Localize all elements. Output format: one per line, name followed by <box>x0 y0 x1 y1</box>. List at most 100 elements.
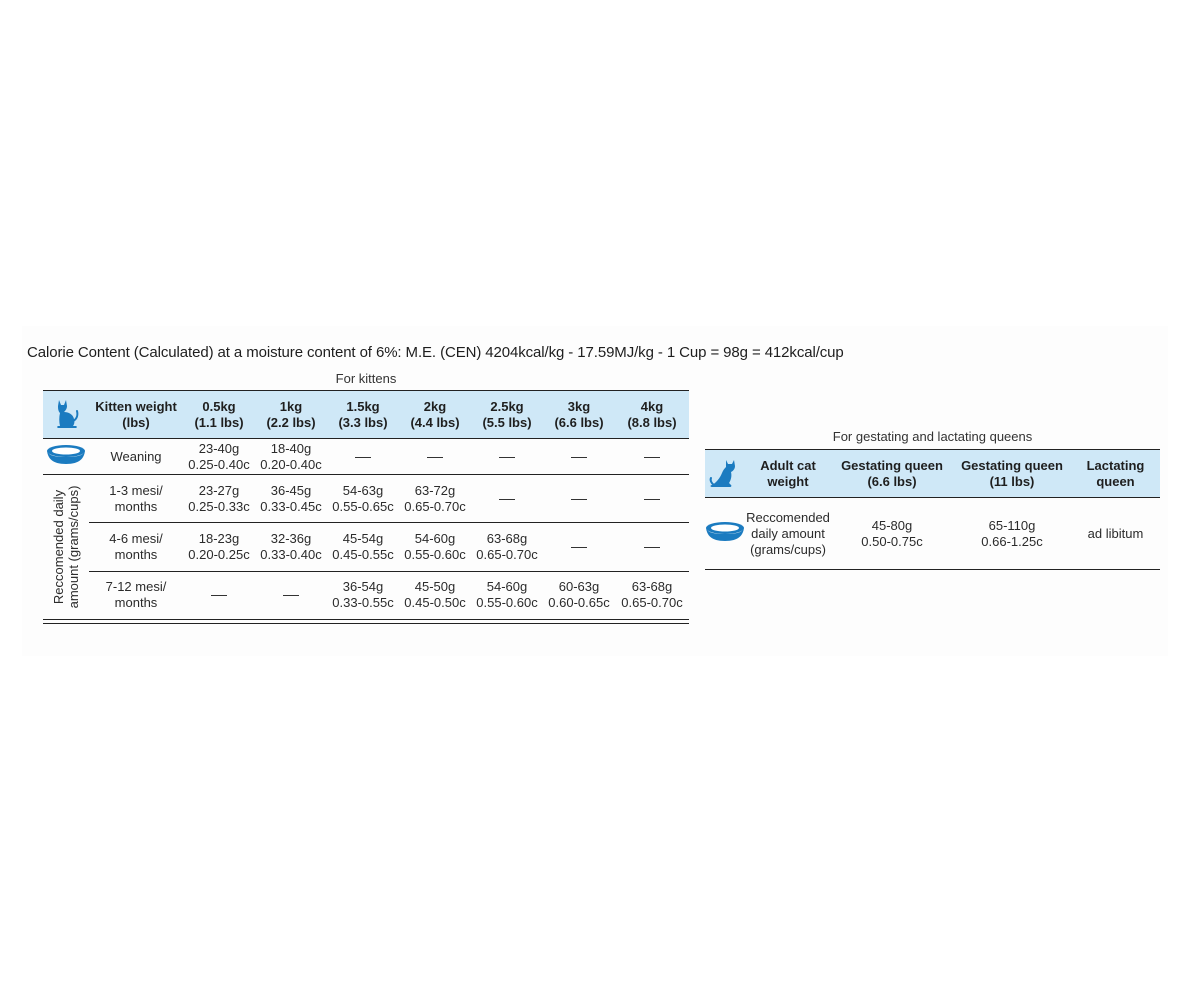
amount-cell <box>615 522 689 572</box>
row-label-line: months <box>114 546 158 562</box>
amount-cell <box>615 438 689 475</box>
empty-dash <box>283 595 299 597</box>
amount-grams: 63-68g <box>486 530 528 546</box>
amount-grams: 45-50g <box>414 579 456 595</box>
amount-cell: 36-45g 0.33-0.45c <box>255 474 327 524</box>
amount-cell: 63-68g 0.65-0.70c <box>471 522 543 572</box>
queens-amount-row: Reccomended daily amount (grams/cups) 45… <box>705 497 1160 570</box>
empty-dash <box>644 456 660 458</box>
kitten-feeding-table: Kitten weight (lbs) 0.5kg (1.1 lbs) 1kg (2.… <box>43 390 689 621</box>
empty-dash <box>499 456 515 458</box>
amount-grams: 36-45g <box>270 482 312 498</box>
amount-cell: 45-54g 0.45-0.55c <box>327 522 399 572</box>
weight-lbs: (1.1 lbs) <box>194 414 244 430</box>
amount-grams: 63-68g <box>631 579 673 595</box>
amount-grams: 63-72g <box>414 482 456 498</box>
amount-grams: 32-36g <box>270 530 312 546</box>
gestating-small-header: Gestating queen (6.6 lbs) <box>831 449 953 498</box>
cat-icon <box>53 397 79 433</box>
empty-dash <box>355 456 371 458</box>
amount-cell: 54-60g 0.55-0.60c <box>471 571 543 621</box>
weight-kg: 0.5kg <box>202 398 236 414</box>
row-label-line: Weaning <box>110 448 162 464</box>
kitten-table-bottom-rule <box>43 623 689 624</box>
amount-grams: 54-60g <box>414 530 456 546</box>
row-label: 1-3 mesi/months <box>89 474 183 524</box>
amount-cell: 18-23g 0.20-0.25c <box>183 522 255 572</box>
lactating-amount: ad libitum <box>1071 497 1160 570</box>
kitten-weight-header: Kitten weight (lbs) <box>89 390 183 439</box>
row-label-line: months <box>114 595 158 611</box>
adult-weight-header: Adult cat weight <box>745 449 831 498</box>
amount-cell <box>471 474 543 524</box>
amount-grams: 54-60g <box>486 579 528 595</box>
amount-cups: 0.20-0.40c <box>260 456 322 472</box>
weight-lbs: (5.5 lbs) <box>482 414 532 430</box>
queens-feeding-table: Adult cat weight Gestating queen (6.6 lb… <box>705 449 1160 570</box>
amount-cups: 0.33-0.55c <box>332 595 394 611</box>
gestating-large-header: Gestating queen (11 lbs) <box>953 449 1071 498</box>
amount-cell: 36-54g 0.33-0.55c <box>327 571 399 621</box>
table-row: 7-12 mesi/months 36-54g 0.33-0.55c 45-50g 0.… <box>43 571 689 621</box>
kittens-caption: For kittens <box>335 371 397 386</box>
amount-cups: 0.55-0.60c <box>404 546 466 562</box>
weight-header-5: 3kg (6.6 lbs) <box>543 390 615 439</box>
weight-header-2: 1.5kg (3.3 lbs) <box>327 390 399 439</box>
amount-grams: 54-63g <box>342 482 384 498</box>
gestating-large-header-line1: Gestating queen <box>961 457 1063 473</box>
gestating-small-cups: 0.50-0.75c <box>861 533 923 549</box>
gestating-small-header-line1: Gestating queen <box>841 457 943 473</box>
weight-lbs: (2.2 lbs) <box>266 414 316 430</box>
food-bowl-icon <box>705 521 745 547</box>
gestating-small-amount: 45-80g 0.50-0.75c <box>831 497 953 570</box>
amount-cell: 63-72g 0.65-0.70c <box>399 474 471 524</box>
gestating-large-grams: 65-110g <box>988 517 1036 533</box>
adult-weight-header-line1: Adult cat <box>760 457 816 473</box>
amount-cell <box>183 571 255 621</box>
kitten-header-row: Kitten weight (lbs) 0.5kg (1.1 lbs) 1kg (2.… <box>43 390 689 439</box>
side-label-line2: amount (grams/cups) <box>66 485 81 609</box>
row-label-line: 4-6 mesi/ <box>109 530 163 546</box>
gestating-large-header-line2: (11 lbs) <box>989 473 1035 489</box>
gestating-large-cups: 0.66-1.25c <box>981 533 1043 549</box>
amount-cell: 63-68g 0.65-0.70c <box>615 571 689 621</box>
row-label-line: 7-12 mesi/ <box>105 579 167 595</box>
weight-header-6: 4kg (8.8 lbs) <box>615 390 689 439</box>
amount-cups: 0.55-0.65c <box>332 498 394 514</box>
empty-dash <box>571 456 587 458</box>
amount-cups: 0.65-0.70c <box>404 498 466 514</box>
side-label-cell: Reccomended daily amount (grams/cups) <box>43 474 89 620</box>
table-row: Reccomended daily amount (grams/cups) 1-3 … <box>43 474 689 620</box>
bowl-icon-cell <box>705 497 745 570</box>
side-label: Reccomended daily amount (grams/cups) <box>51 486 81 609</box>
amount-cell: 23-27g 0.25-0.33c <box>183 474 255 524</box>
amount-grams: 18-40g <box>270 440 312 456</box>
amount-cups: 0.33-0.45c <box>260 498 322 514</box>
amount-cell <box>615 474 689 524</box>
kitten-weight-header-line2: (lbs) <box>122 414 150 430</box>
gestating-large-amount: 65-110g 0.66-1.25c <box>953 497 1071 570</box>
gestating-small-grams: 45-80g <box>871 517 913 533</box>
table-row: 4-6 mesi/months 18-23g 0.20-0.25c 32-36g 0.3… <box>43 522 689 572</box>
row-label: Weaning <box>89 438 183 475</box>
amount-cell <box>543 522 615 572</box>
row-label-line: months <box>114 498 158 514</box>
amount-cell <box>399 438 471 475</box>
amount-grams: 23-27g <box>198 482 240 498</box>
gestating-small-header-line2: (6.6 lbs) <box>867 473 917 489</box>
amount-cell: 23-40g 0.25-0.40c <box>183 438 255 475</box>
weight-kg: 1kg <box>279 398 303 414</box>
amount-cell: 54-63g 0.55-0.65c <box>327 474 399 524</box>
amount-cups: 0.45-0.55c <box>332 546 394 562</box>
queens-amount-label-line3: (grams/cups) <box>750 541 826 557</box>
amount-cups: 0.60-0.65c <box>548 595 610 611</box>
table-row: Weaning 23-40g 0.25-0.40c 18-40g 0.20-0.40c <box>43 438 689 475</box>
amount-grams: 18-23g <box>198 530 240 546</box>
food-bowl-icon <box>46 444 86 470</box>
weight-kg: 2.5kg <box>490 398 524 414</box>
weight-lbs: (8.8 lbs) <box>627 414 677 430</box>
amount-grams: 23-40g <box>198 440 240 456</box>
amount-grams: 36-54g <box>342 579 384 595</box>
amount-cups: 0.45-0.50c <box>404 595 466 611</box>
amount-cell: 18-40g 0.20-0.40c <box>255 438 327 475</box>
